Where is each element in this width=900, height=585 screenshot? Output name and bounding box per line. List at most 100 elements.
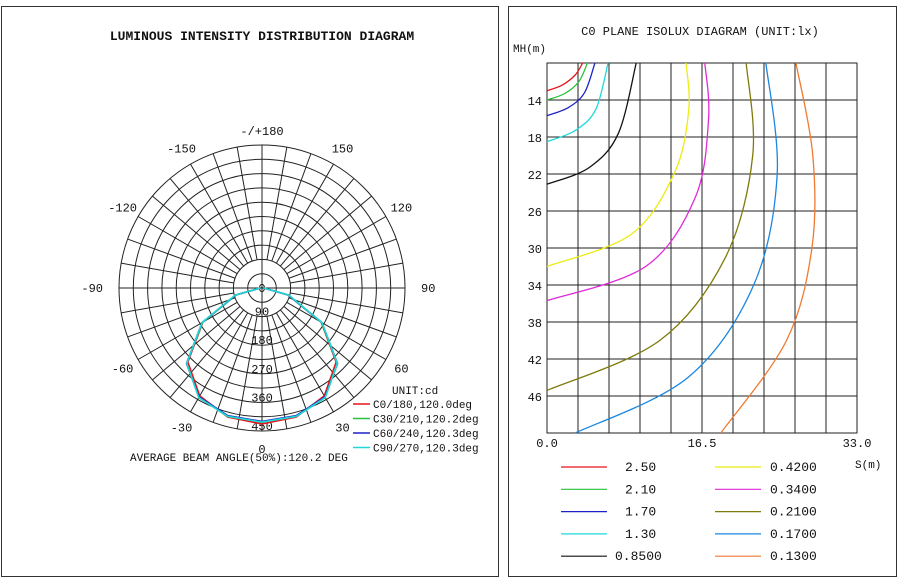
isolux-curve-6 [546, 62, 710, 302]
isolux-title: C0 PLANE ISOLUX DIAGRAM (UNIT:lx) [581, 25, 819, 39]
isolux-curve-7 [546, 62, 755, 391]
polar-grid-spoke [121, 262, 234, 284]
isolux-y-tick-label: 26 [528, 206, 542, 220]
polar-angle-label: 150 [332, 143, 354, 157]
isolux-y-tick-label: 14 [528, 95, 542, 109]
isolux-curve-1 [546, 62, 588, 101]
polar-grid-spoke [236, 147, 258, 260]
polar-grid-spoke [290, 292, 403, 314]
isolux-curve-8 [574, 62, 779, 434]
polar-grid-spoke [137, 301, 238, 360]
isolux-curve-5 [546, 62, 690, 268]
isolux-legend-label: 0.1300 [770, 549, 817, 564]
isolux-legend: 2.50 2.10 1.70 1.30 0.8500 0.4200 0.3400 0.2100… [561, 460, 817, 564]
polar-grid-spoke [279, 178, 355, 267]
polar-grid-spoke [288, 297, 397, 338]
polar-angle-label: 30 [335, 421, 349, 435]
polar-grid-spoke [236, 316, 258, 429]
isolux-curves [546, 62, 816, 434]
polar-angle-label: 90 [421, 282, 435, 296]
isolux-x-ticks: 0.0 16.5 33.0 [536, 437, 871, 451]
isolux-legend-label: 1.70 [625, 505, 656, 520]
polar-grid-spoke [266, 147, 288, 260]
polar-angle-label: 0 [258, 443, 265, 457]
isolux-legend-label: 0.4200 [770, 460, 817, 475]
polar-angle-label: -30 [171, 421, 193, 435]
polar-radial-label: 180 [251, 334, 273, 348]
isolux-legend-label: 0.1700 [770, 527, 817, 542]
isolux-y-tick-label: 38 [528, 317, 542, 331]
polar-grid-spoke [279, 309, 355, 398]
isolux-y-tick-label: 42 [528, 354, 542, 368]
polar-radial-label: 360 [251, 391, 273, 405]
isolux-legend-label: 2.10 [625, 482, 656, 497]
polar-title: LUMINOUS INTENSITY DISTRIBUTION DIAGRAM [110, 29, 414, 44]
polar-legend-label: C30/210,120.2deg [373, 415, 479, 427]
isolux-y-ticks: 14 18 22 26 30 34 38 42 46 [528, 95, 542, 405]
polar-angle-label: -60 [112, 363, 134, 377]
polar-grid-spoke [152, 195, 241, 271]
isolux-curve-0 [546, 62, 584, 92]
polar-grid-spoke [127, 238, 236, 279]
polar-grid [118, 144, 406, 432]
isolux-curve-4 [546, 62, 637, 185]
polar-grid-spoke [286, 216, 387, 275]
isolux-legend-label: 0.8500 [615, 549, 662, 564]
polar-unit-label: UNIT:cd [392, 386, 438, 398]
isolux-legend-label: 1.30 [625, 527, 656, 542]
isolux-x-axis-label: S(m) [855, 460, 881, 472]
polar-grid-spoke [137, 216, 238, 275]
polar-grid-spoke [169, 309, 245, 398]
polar-legend-label: C90/270,120.3deg [373, 444, 479, 456]
polar-grid-spoke [283, 305, 372, 381]
isolux-y-tick-label: 18 [528, 132, 542, 146]
polar-radial-label: 90 [255, 306, 269, 320]
polar-angle-label: -/+180 [240, 125, 283, 139]
isolux-x-tick-label: 0.0 [536, 437, 558, 451]
polar-curve-3 [185, 287, 339, 423]
isolux-curve-9 [720, 62, 816, 434]
isolux-legend-label: 0.2100 [770, 505, 817, 520]
beam-angle-text: AVERAGE BEAM ANGLE(50%):120.2 DEG [130, 453, 348, 465]
polar-grid-spoke [152, 305, 241, 381]
polar-curves [185, 287, 339, 425]
polar-angle-label: -150 [167, 143, 196, 157]
polar-grid-spoke [212, 153, 253, 262]
polar-grid-spoke [283, 195, 372, 271]
polar-grid-spoke [127, 297, 236, 338]
isolux-grid [546, 62, 858, 434]
isolux-legend-label: 2.50 [625, 460, 656, 475]
polar-grid-spoke [266, 316, 288, 429]
polar-radial-label: 270 [251, 363, 273, 377]
polar-legend-label: C60/240,120.3deg [373, 429, 479, 441]
polar-grid-spoke [286, 301, 387, 360]
polar-angle-label: 120 [391, 202, 413, 216]
isolux-x-tick-label: 33.0 [843, 437, 872, 451]
isolux-y-tick-label: 22 [528, 169, 542, 183]
polar-angle-label: -90 [81, 282, 103, 296]
polar-grid-spoke [271, 153, 312, 262]
polar-grid-spoke [190, 163, 249, 264]
polar-grid-spoke [288, 238, 397, 279]
isolux-y-tick-label: 34 [528, 280, 542, 294]
isolux-panel-frame [508, 6, 897, 577]
polar-angle-labels: -/+180 -150 150 -120 120 -90 90 -60 60 -30 30 0 [81, 125, 435, 457]
polar-grid-spoke [212, 314, 253, 423]
polar-angle-label: -120 [108, 202, 137, 216]
isolux-y-tick-label: 46 [528, 391, 542, 405]
polar-grid-spoke [121, 292, 234, 314]
polar-angle-label: 60 [394, 363, 408, 377]
polar-grid-spoke [290, 262, 403, 284]
polar-grid-spoke [275, 163, 334, 264]
polar-radial-label: 0 [258, 282, 265, 296]
isolux-x-tick-label: 16.5 [688, 437, 717, 451]
polar-grid-spoke [271, 314, 312, 423]
isolux-y-axis-label: MH(m) [513, 44, 546, 56]
isolux-y-tick-label: 30 [528, 243, 542, 257]
isolux-curve-2 [546, 62, 596, 117]
polar-grid-spoke [169, 178, 245, 267]
polar-panel-frame [1, 6, 499, 577]
isolux-curve-3 [546, 62, 609, 143]
